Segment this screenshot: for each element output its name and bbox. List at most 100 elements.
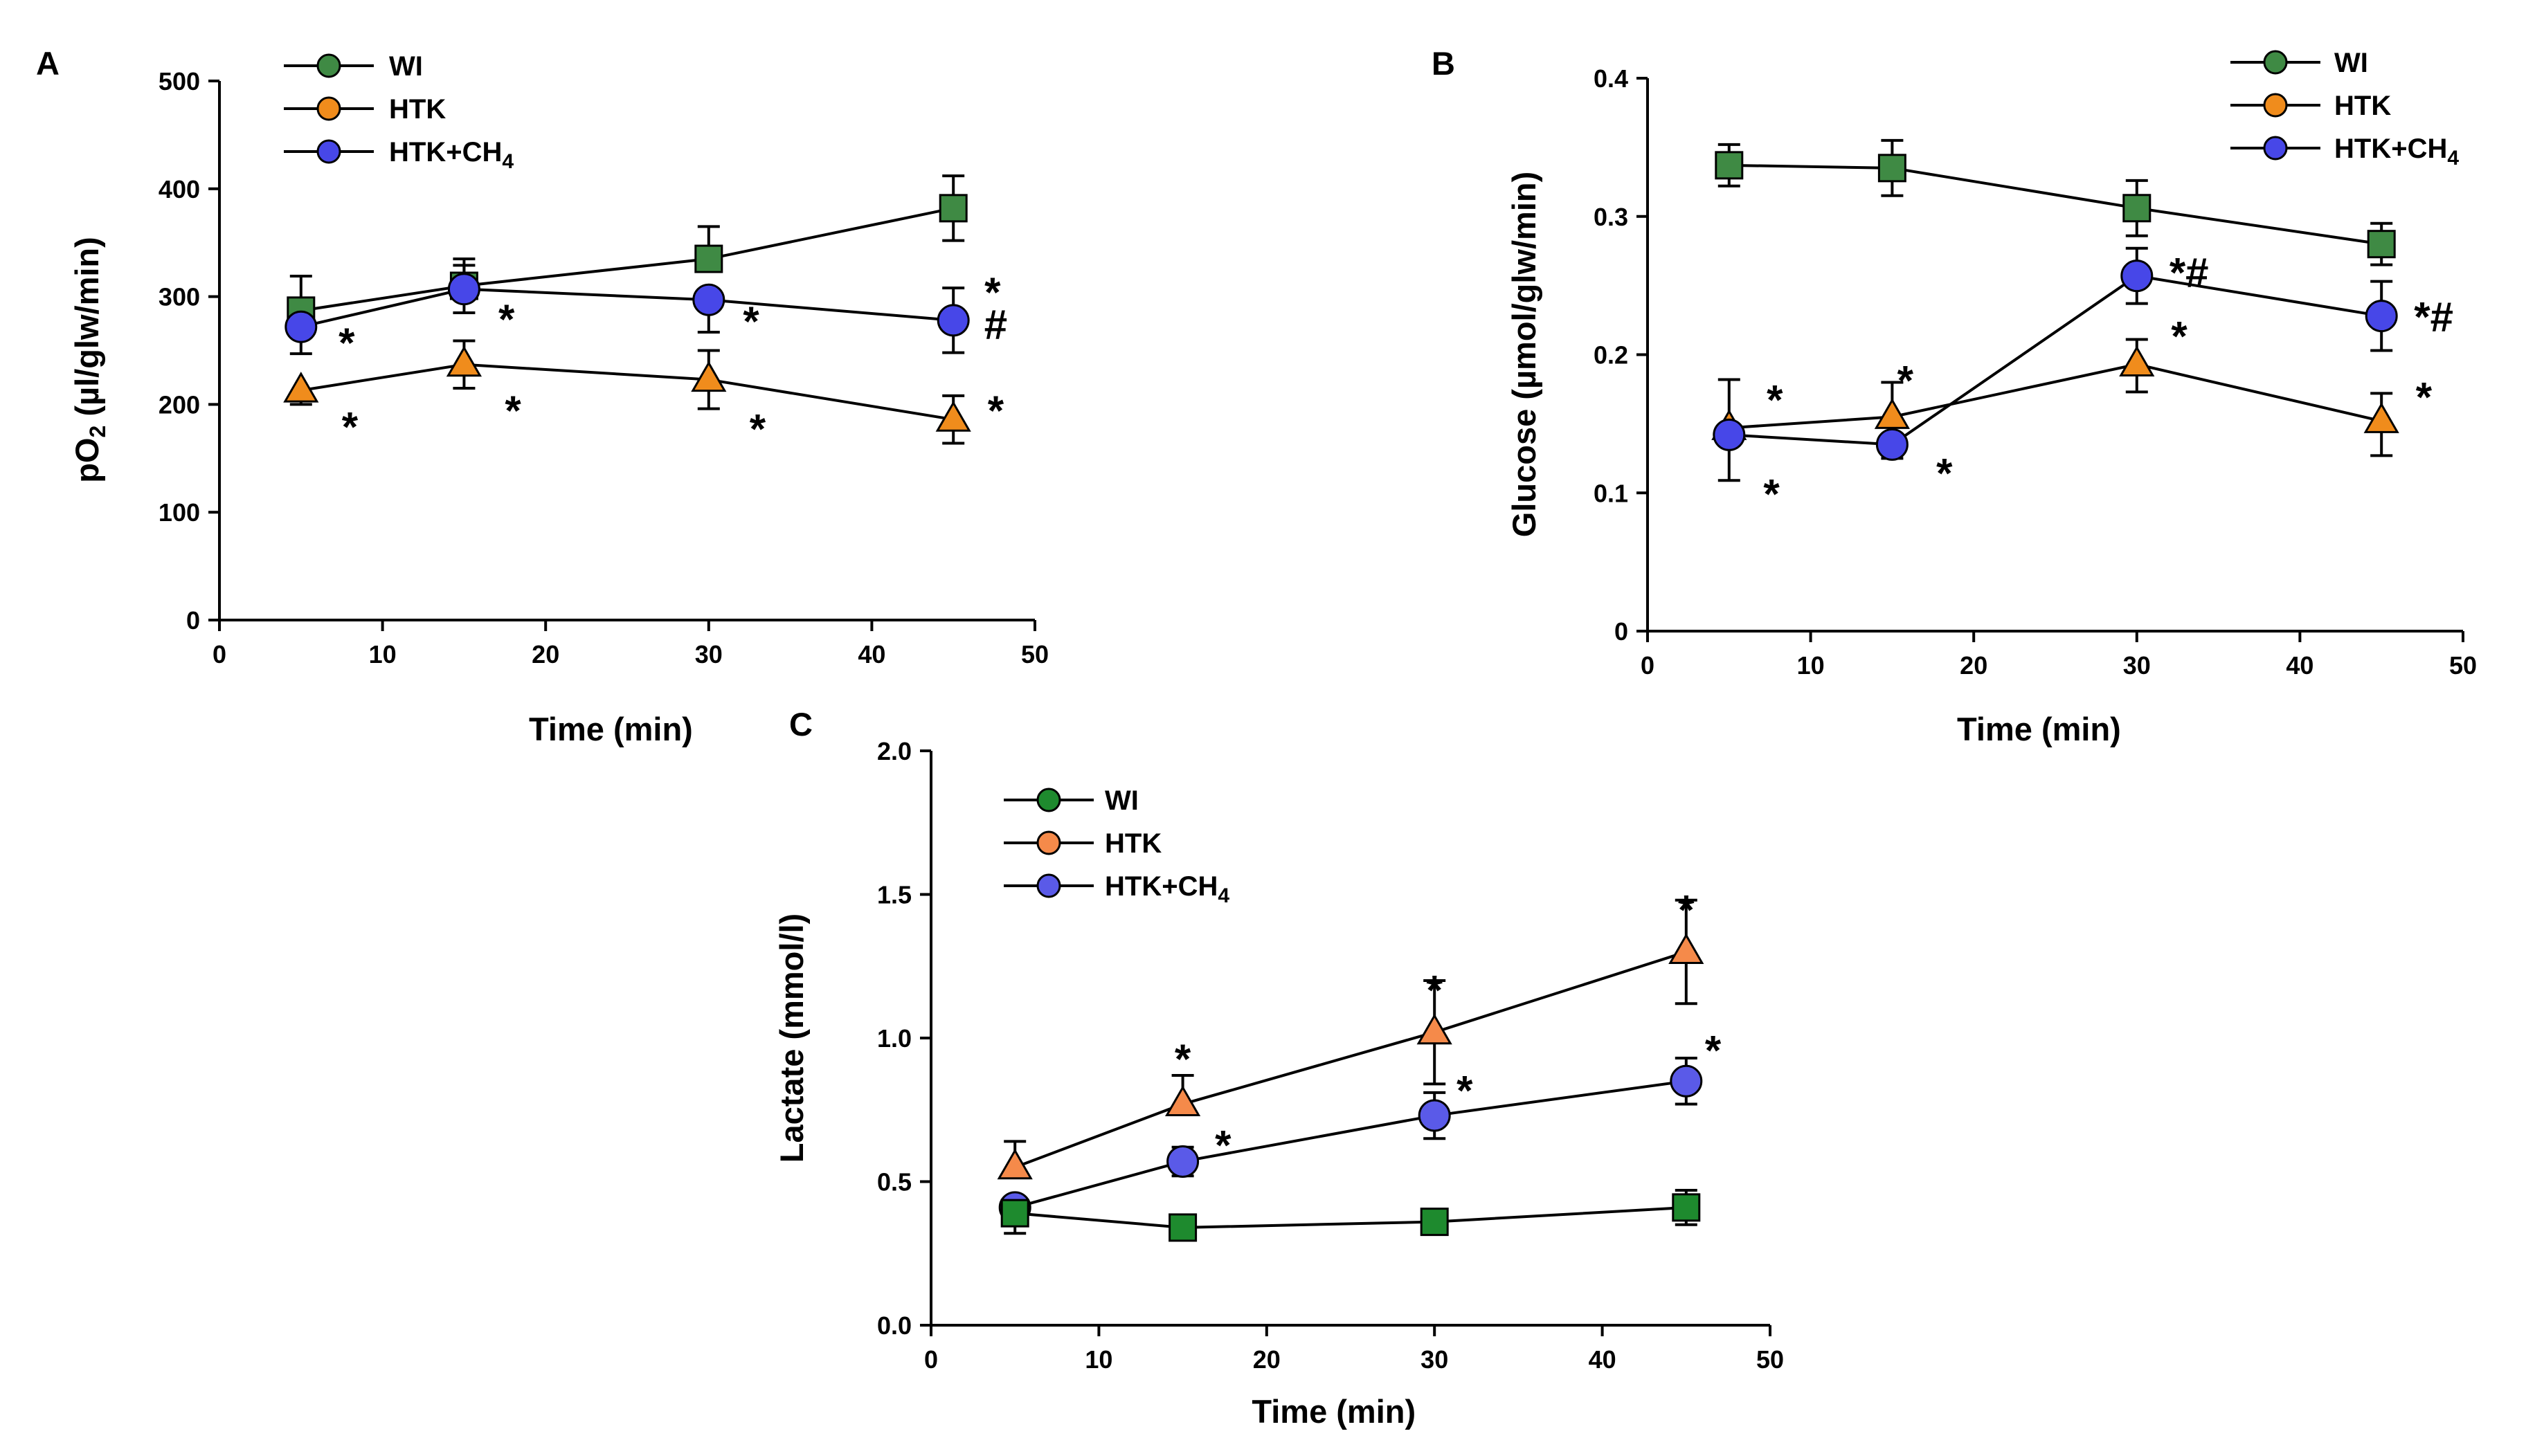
x-tick-label: 40: [858, 640, 885, 668]
legend-marker: [1036, 873, 1061, 898]
series-htk: [283, 339, 971, 445]
y-tick-label: 300: [159, 283, 200, 311]
data-point: [1166, 1145, 1200, 1178]
panel-label: A: [36, 45, 60, 82]
series-line: [1729, 363, 2382, 430]
y-tick-label: 0.5: [877, 1168, 912, 1196]
x-tick-label: 50: [2449, 651, 2477, 680]
series-line: [300, 287, 954, 329]
y-tick-label: 0.2: [1594, 341, 1628, 370]
x-tick-label: 20: [532, 640, 559, 668]
y-tick-label: 400: [159, 175, 200, 203]
significance-mark: *: [743, 298, 759, 345]
significance-mark: *: [750, 406, 766, 453]
data-point: [694, 244, 723, 273]
y-tick-label: 0.0: [877, 1311, 912, 1340]
data-point: [1420, 1208, 1449, 1237]
series-htk-ch4: [998, 1057, 1703, 1235]
data-point: [1169, 1213, 1198, 1242]
series-line: [1014, 1080, 1687, 1209]
x-tick-label: 50: [1021, 640, 1049, 668]
significance-mark: *: [1705, 1028, 1722, 1074]
data-point: [1000, 1199, 1029, 1228]
x-tick-label: 30: [695, 640, 723, 668]
significance-mark: *: [1763, 471, 1780, 517]
significance-mark: *: [1215, 1122, 1232, 1169]
y-tick-label: 1.5: [877, 881, 912, 909]
data-point: [2120, 260, 2154, 293]
series-wi: [287, 174, 968, 325]
series-htk-ch4: [1713, 246, 2398, 482]
y-tick-label: 0: [186, 606, 200, 635]
legend-marker: [316, 53, 341, 78]
x-tick-label: 0: [213, 640, 226, 668]
significance-mark: *: [1427, 967, 1443, 1013]
significance-mark: *: [1175, 1036, 1191, 1082]
legend-marker: [316, 96, 341, 121]
legend-marker: [316, 139, 341, 164]
legend-label: WI: [389, 51, 423, 82]
data-point: [1715, 151, 1744, 180]
y-tick-label: 500: [159, 67, 200, 95]
y-tick-label: 2.0: [877, 737, 912, 765]
legend-marker: [2263, 93, 2288, 118]
x-tick-label: 20: [1253, 1345, 1281, 1374]
panel-A: A 0 100 200 300 400 500 0 10 20 30 40 50 Time (min) pO…: [36, 45, 1049, 747]
significance-mark: *: [984, 269, 1001, 316]
legend-label: HTK+CH4: [2334, 134, 2459, 170]
data-point: [939, 194, 968, 223]
data-point: [1418, 1099, 1451, 1132]
data-point: [2365, 300, 2398, 333]
data-point: [937, 304, 970, 337]
x-axis-label: Time (min): [1252, 1393, 1416, 1430]
x-tick-label: 30: [2123, 651, 2151, 680]
series-htk: [997, 898, 1704, 1180]
legend: WI HTK HTK+CH4: [2230, 48, 2459, 170]
significance-mark: #: [984, 302, 1007, 348]
legend-label: WI: [2334, 48, 2368, 78]
data-point: [1165, 1085, 1201, 1116]
significance-mark: *: [1897, 357, 1914, 403]
significance-mark: *: [2171, 313, 2187, 360]
y-tick-label: 0: [1614, 617, 1628, 646]
legend-marker: [2263, 50, 2288, 75]
data-point: [692, 283, 725, 316]
significance-mark: *: [1678, 886, 1695, 933]
legend: WI HTK HTK+CH4: [1004, 785, 1229, 907]
series-wi: [1000, 1188, 1701, 1242]
y-tick-label: 1.0: [877, 1024, 912, 1053]
y-axis-label: Lactate (mmol/l): [773, 913, 810, 1163]
significance-mark: *: [1936, 450, 1953, 496]
x-tick-label: 10: [369, 640, 397, 668]
data-point: [1672, 1193, 1701, 1222]
series-line: [300, 363, 954, 421]
significance-mark: *: [2416, 374, 2433, 420]
legend-label: HTK+CH4: [1105, 871, 1229, 907]
data-point: [1670, 1064, 1703, 1098]
series-wi: [1715, 138, 2396, 266]
significance-mark: *: [342, 404, 359, 451]
panel-label: C: [789, 706, 813, 743]
x-tick-label: 0: [924, 1345, 938, 1374]
significance-mark: *#: [2169, 250, 2209, 296]
significance-mark: *: [505, 388, 521, 434]
data-point: [1416, 1013, 1452, 1045]
x-axis-label: Time (min): [529, 711, 693, 747]
data-point: [997, 1148, 1033, 1180]
series-line: [1729, 163, 2382, 246]
data-point: [283, 372, 319, 403]
data-point: [935, 401, 971, 432]
data-point: [1668, 933, 1704, 964]
legend-label: HTK: [1105, 828, 1162, 859]
legend-marker: [1036, 830, 1061, 855]
series-line: [1729, 274, 2382, 446]
series-line: [1014, 950, 1687, 1169]
data-point: [1877, 154, 1906, 183]
data-point: [2367, 230, 2396, 259]
legend: WI HTK HTK+CH4: [284, 51, 514, 173]
data-point: [1874, 398, 1910, 429]
x-tick-label: 50: [1756, 1345, 1784, 1374]
significance-mark: *: [988, 388, 1004, 434]
x-axis-label: Time (min): [1957, 711, 2121, 747]
